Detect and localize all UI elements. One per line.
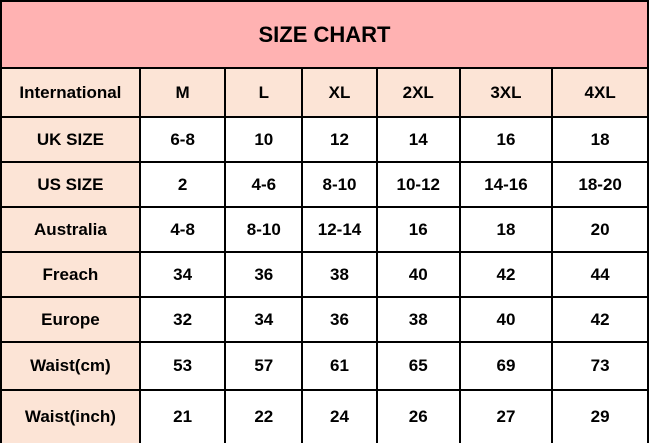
size-value: 36 <box>224 251 304 298</box>
size-value: 40 <box>375 251 461 298</box>
size-value: 32 <box>138 296 227 343</box>
size-value: 4-6 <box>224 161 304 208</box>
table-row: UK SIZE 6-8 10 12 14 16 18 <box>0 116 649 163</box>
size-value: 20 <box>551 206 649 253</box>
size-value: 16 <box>458 116 554 163</box>
size-value: 21 <box>138 389 227 443</box>
size-value: 36 <box>301 296 378 343</box>
table-row: Waist(cm) 53 57 61 65 69 73 <box>0 341 649 391</box>
size-value: 14-16 <box>458 161 554 208</box>
size-header: 4XL <box>551 67 649 118</box>
size-value: 42 <box>551 296 649 343</box>
size-header: 2XL <box>375 67 461 118</box>
size-header: M <box>138 67 227 118</box>
size-value: 18 <box>551 116 649 163</box>
size-value: 12-14 <box>301 206 378 253</box>
size-value: 12 <box>301 116 378 163</box>
table-row: US SIZE 2 4-6 8-10 10-12 14-16 18-20 <box>0 161 649 208</box>
size-value: 73 <box>551 341 649 391</box>
size-value: 57 <box>224 341 304 391</box>
size-value: 10-12 <box>375 161 461 208</box>
size-value: 22 <box>224 389 304 443</box>
size-value: 34 <box>224 296 304 343</box>
size-value: 8-10 <box>301 161 378 208</box>
size-header: L <box>224 67 304 118</box>
size-header: 3XL <box>458 67 554 118</box>
size-value: 53 <box>138 341 227 391</box>
row-label: Waist(cm) <box>0 341 141 391</box>
size-value: 65 <box>375 341 461 391</box>
header-row: International M L XL 2XL 3XL 4XL <box>0 67 649 118</box>
size-value: 69 <box>458 341 554 391</box>
row-label: Freach <box>0 251 141 298</box>
size-value: 6-8 <box>138 116 227 163</box>
size-value: 24 <box>301 389 378 443</box>
row-label: Waist(inch) <box>0 389 141 443</box>
size-value: 18-20 <box>551 161 649 208</box>
size-value: 29 <box>551 389 649 443</box>
size-value: 44 <box>551 251 649 298</box>
size-value: 8-10 <box>224 206 304 253</box>
size-value: 2 <box>138 161 227 208</box>
table-row: Freach 34 36 38 40 42 44 <box>0 251 649 298</box>
size-value: 4-8 <box>138 206 227 253</box>
size-value: 14 <box>375 116 461 163</box>
table-row: Europe 32 34 36 38 40 42 <box>0 296 649 343</box>
chart-title: SIZE CHART <box>0 0 649 69</box>
size-value: 38 <box>375 296 461 343</box>
table-row: Waist(inch) 21 22 24 26 27 29 <box>0 389 649 443</box>
size-value: 10 <box>224 116 304 163</box>
size-value: 34 <box>138 251 227 298</box>
row-label: UK SIZE <box>0 116 141 163</box>
table-row: Australia 4-8 8-10 12-14 16 18 20 <box>0 206 649 253</box>
size-value: 27 <box>458 389 554 443</box>
size-value: 42 <box>458 251 554 298</box>
row-label: US SIZE <box>0 161 141 208</box>
size-value: 40 <box>458 296 554 343</box>
size-value: 18 <box>458 206 554 253</box>
size-header: XL <box>301 67 378 118</box>
size-value: 16 <box>375 206 461 253</box>
row-label-header: International <box>0 67 141 118</box>
row-label: Australia <box>0 206 141 253</box>
size-value: 38 <box>301 251 378 298</box>
size-value: 26 <box>375 389 461 443</box>
size-value: 61 <box>301 341 378 391</box>
row-label: Europe <box>0 296 141 343</box>
